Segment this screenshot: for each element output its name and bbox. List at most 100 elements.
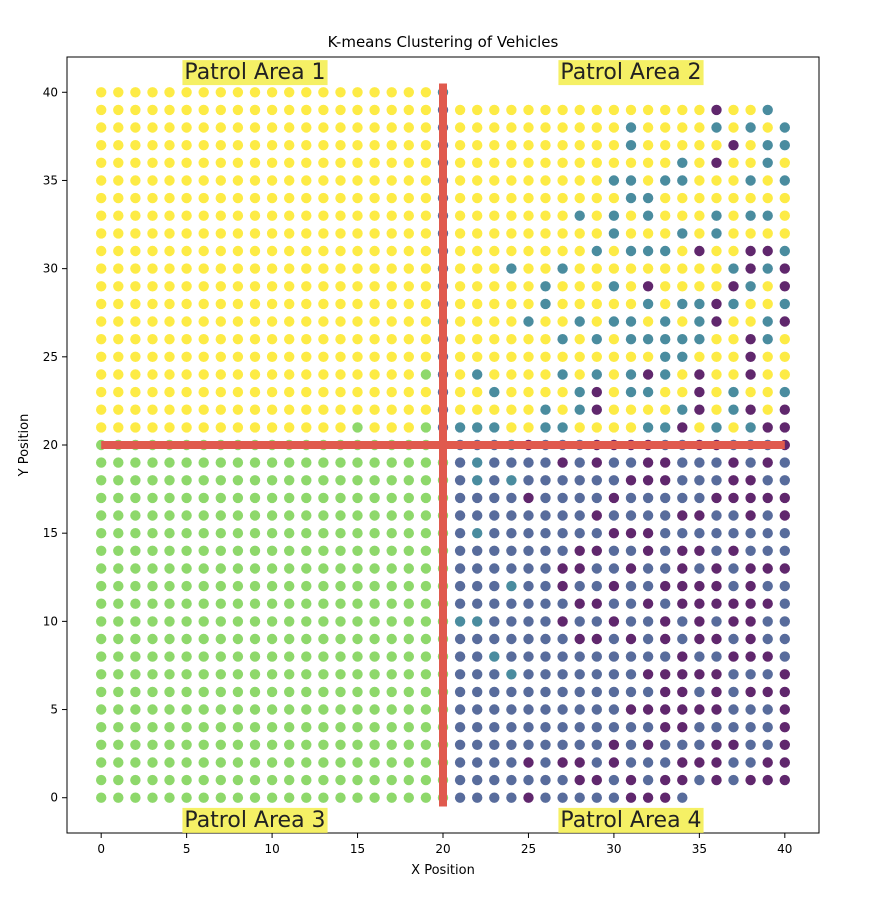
scatter-point bbox=[642, 210, 654, 221]
scatter-point bbox=[540, 774, 551, 786]
scatter-point bbox=[540, 651, 551, 662]
scatter-point bbox=[232, 386, 244, 398]
scatter-point bbox=[249, 616, 261, 627]
scatter-point bbox=[745, 774, 756, 786]
scatter-point bbox=[677, 545, 688, 556]
scatter-point bbox=[506, 792, 517, 803]
scatter-point bbox=[181, 792, 192, 803]
y-tick-label: 20 bbox=[43, 438, 58, 452]
scatter-point bbox=[96, 510, 107, 521]
scatter-point bbox=[728, 545, 739, 556]
scatter-point bbox=[403, 580, 414, 592]
scatter-point bbox=[215, 140, 226, 151]
scatter-point bbox=[403, 369, 414, 380]
scatter-point bbox=[557, 616, 568, 627]
scatter-point bbox=[557, 528, 568, 539]
scatter-point bbox=[625, 633, 637, 645]
scatter-point bbox=[472, 510, 483, 521]
scatter-point bbox=[96, 140, 107, 151]
scatter-point bbox=[745, 104, 756, 116]
scatter-point bbox=[130, 774, 141, 786]
scatter-point bbox=[215, 774, 226, 786]
scatter-point bbox=[147, 245, 158, 257]
scatter-point bbox=[318, 739, 329, 750]
scatter-point bbox=[728, 281, 739, 292]
scatter-point bbox=[215, 192, 226, 204]
scatter-point bbox=[198, 228, 209, 239]
scatter-point bbox=[728, 651, 739, 662]
scatter-point bbox=[574, 104, 585, 116]
x-tick-label: 25 bbox=[521, 842, 536, 856]
scatter-point bbox=[96, 722, 107, 733]
scatter-point bbox=[369, 334, 380, 345]
scatter-point bbox=[779, 563, 790, 574]
scatter-point bbox=[420, 192, 432, 204]
scatter-point bbox=[215, 704, 226, 715]
scatter-point bbox=[96, 774, 107, 786]
scatter-point bbox=[557, 192, 568, 204]
scatter-point bbox=[728, 334, 739, 345]
scatter-point bbox=[557, 422, 568, 433]
scatter-point bbox=[557, 122, 568, 133]
scatter-point bbox=[130, 510, 141, 521]
scatter-point bbox=[335, 228, 346, 239]
scatter-point bbox=[403, 722, 414, 733]
scatter-point bbox=[96, 492, 107, 504]
scatter-point bbox=[266, 104, 278, 116]
scatter-point bbox=[249, 475, 261, 486]
scatter-point bbox=[301, 669, 312, 680]
scatter-point bbox=[557, 475, 568, 486]
scatter-point bbox=[96, 386, 107, 398]
scatter-point bbox=[181, 281, 192, 292]
scatter-point bbox=[301, 492, 312, 504]
scatter-point bbox=[608, 598, 620, 609]
scatter-point bbox=[147, 334, 158, 345]
scatter-point bbox=[779, 545, 790, 556]
scatter-point bbox=[677, 563, 688, 574]
scatter-point bbox=[249, 298, 261, 310]
scatter-point bbox=[301, 580, 312, 592]
scatter-point bbox=[591, 386, 602, 398]
scatter-point bbox=[489, 281, 500, 292]
scatter-point bbox=[694, 774, 705, 786]
scatter-point bbox=[523, 563, 534, 574]
scatter-point bbox=[147, 510, 158, 521]
scatter-point bbox=[625, 210, 637, 221]
scatter-point bbox=[215, 457, 226, 468]
scatter-point bbox=[608, 616, 620, 627]
scatter-point bbox=[352, 792, 363, 803]
scatter-point bbox=[420, 722, 432, 733]
scatter-point bbox=[728, 598, 739, 609]
annotation-background bbox=[558, 60, 704, 86]
scatter-point bbox=[301, 457, 312, 468]
scatter-point bbox=[318, 492, 329, 504]
scatter-point bbox=[557, 404, 568, 415]
scatter-point bbox=[335, 351, 346, 362]
scatter-point bbox=[711, 281, 722, 292]
scatter-point bbox=[215, 157, 226, 168]
scatter-point bbox=[335, 104, 346, 116]
scatter-point bbox=[677, 210, 688, 221]
scatter-point bbox=[489, 686, 500, 698]
scatter-point bbox=[335, 792, 346, 803]
scatter-point bbox=[386, 686, 397, 698]
scatter-point bbox=[762, 192, 773, 204]
scatter-point bbox=[762, 704, 773, 715]
scatter-point bbox=[523, 263, 534, 274]
scatter-point bbox=[113, 492, 124, 504]
scatter-point bbox=[608, 104, 620, 116]
scatter-point bbox=[386, 157, 397, 168]
scatter-point bbox=[557, 369, 568, 380]
scatter-point bbox=[301, 545, 312, 556]
scatter-point bbox=[147, 404, 158, 415]
scatter-point bbox=[232, 298, 244, 310]
scatter-point bbox=[472, 633, 483, 645]
scatter-point bbox=[591, 404, 602, 415]
scatter-point bbox=[454, 457, 466, 468]
scatter-point bbox=[779, 457, 790, 468]
scatter-point bbox=[608, 563, 620, 574]
scatter-point bbox=[420, 774, 432, 786]
scatter-point bbox=[454, 722, 466, 733]
scatter-point bbox=[694, 616, 705, 627]
scatter-point bbox=[369, 616, 380, 627]
